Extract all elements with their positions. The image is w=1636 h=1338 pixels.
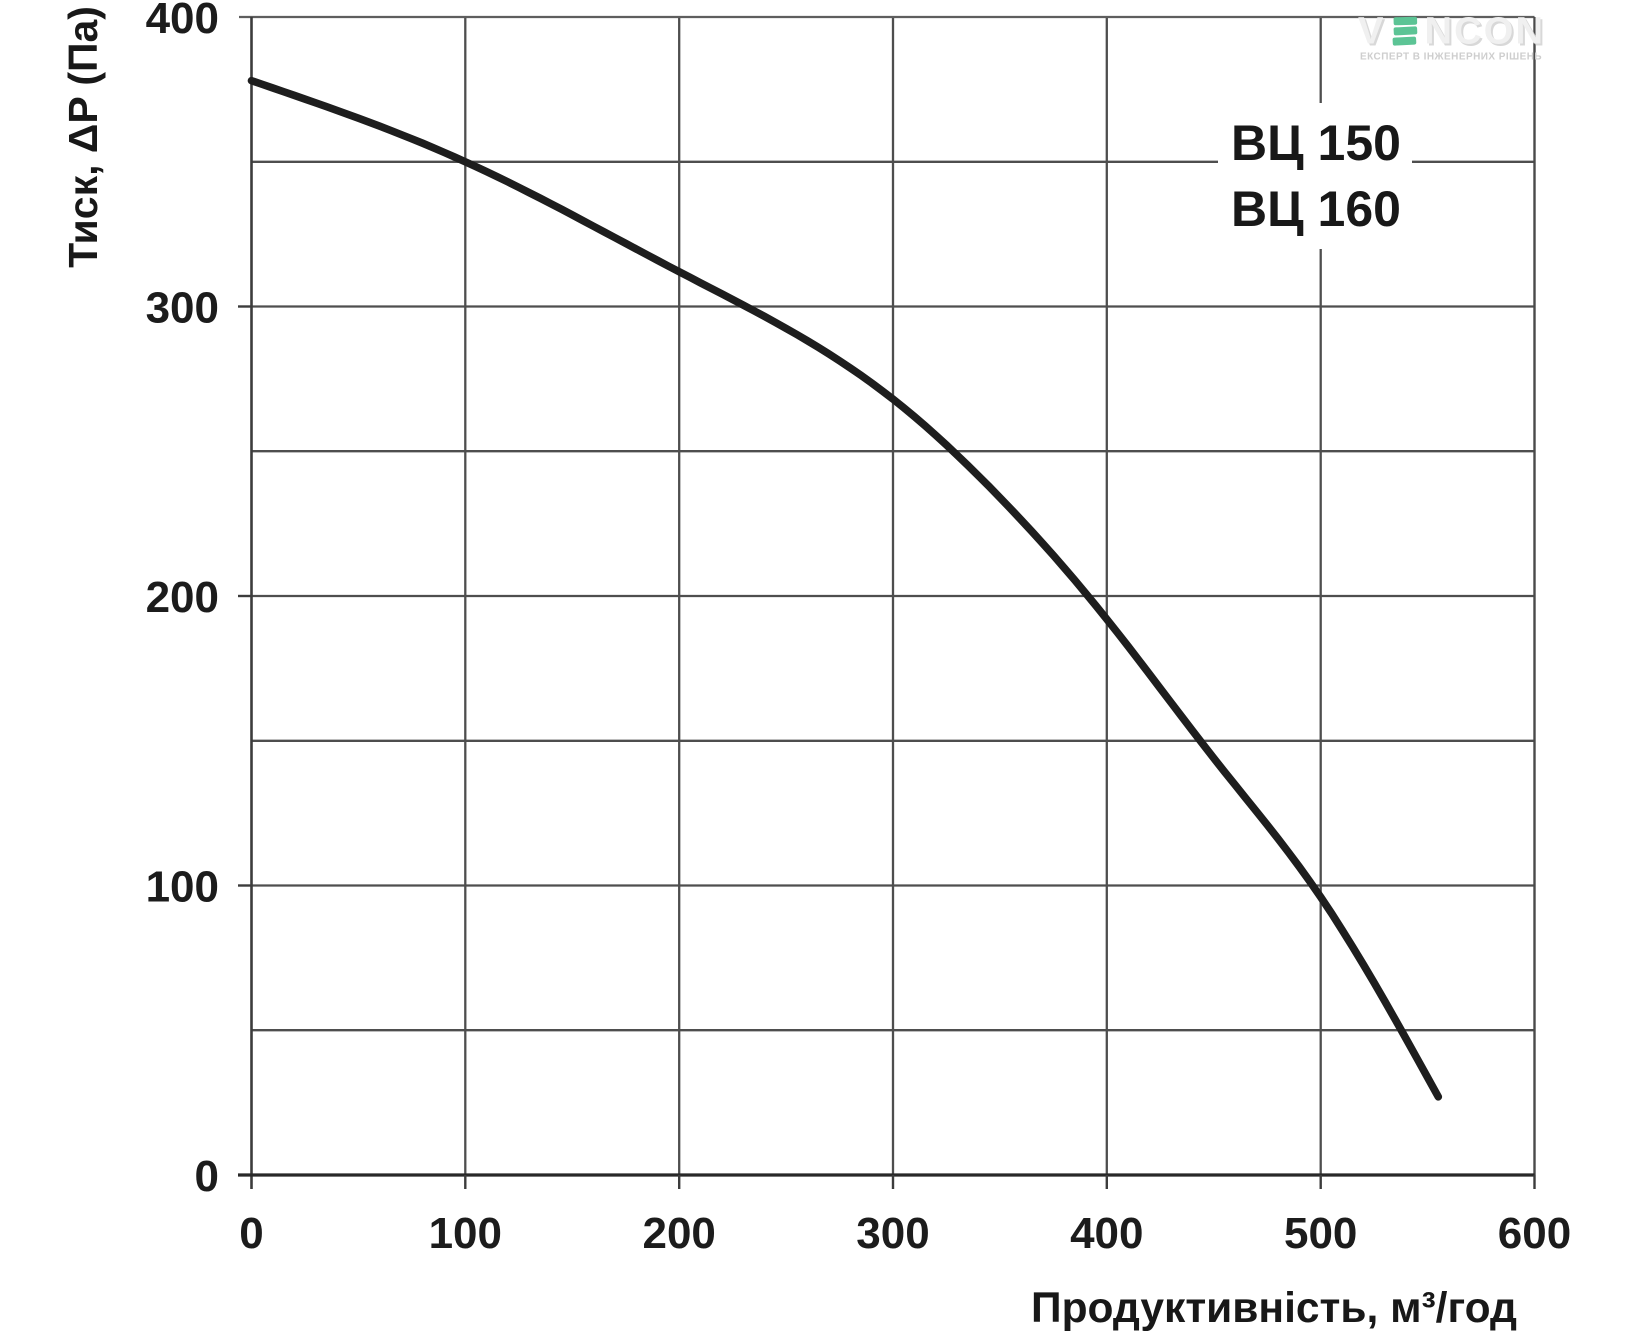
svg-text:0: 0 <box>195 1152 219 1201</box>
svg-text:V: V <box>1360 13 1387 55</box>
svg-text:300: 300 <box>856 1209 929 1258</box>
svg-text:100: 100 <box>429 1209 502 1258</box>
svg-text:NCON: NCON <box>1427 13 1548 55</box>
svg-text:300: 300 <box>146 283 219 332</box>
svg-text:400: 400 <box>146 0 219 43</box>
svg-text:600: 600 <box>1498 1209 1571 1258</box>
svg-text:V: V <box>1358 11 1385 53</box>
svg-text:200: 200 <box>146 573 219 622</box>
svg-text:ВЦ 160: ВЦ 160 <box>1231 181 1401 237</box>
svg-text:400: 400 <box>1070 1209 1143 1258</box>
svg-text:0: 0 <box>239 1209 263 1258</box>
svg-text:500: 500 <box>1284 1209 1357 1258</box>
svg-text:200: 200 <box>642 1209 715 1258</box>
svg-text:100: 100 <box>146 862 219 911</box>
svg-text:ВЦ 150: ВЦ 150 <box>1231 115 1401 171</box>
svg-text:Продуктивність, м³/год: Продуктивність, м³/год <box>1031 1285 1517 1332</box>
svg-text:Тиск, ΔP (Па): Тиск, ΔP (Па) <box>60 6 106 268</box>
svg-text:NCON: NCON <box>1425 11 1546 53</box>
svg-text:ЕКСПЕРТ В ІНЖЕНЕРНИХ РІШЕНЬ: ЕКСПЕРТ В ІНЖЕНЕРНИХ РІШЕНЬ <box>1360 52 1542 63</box>
